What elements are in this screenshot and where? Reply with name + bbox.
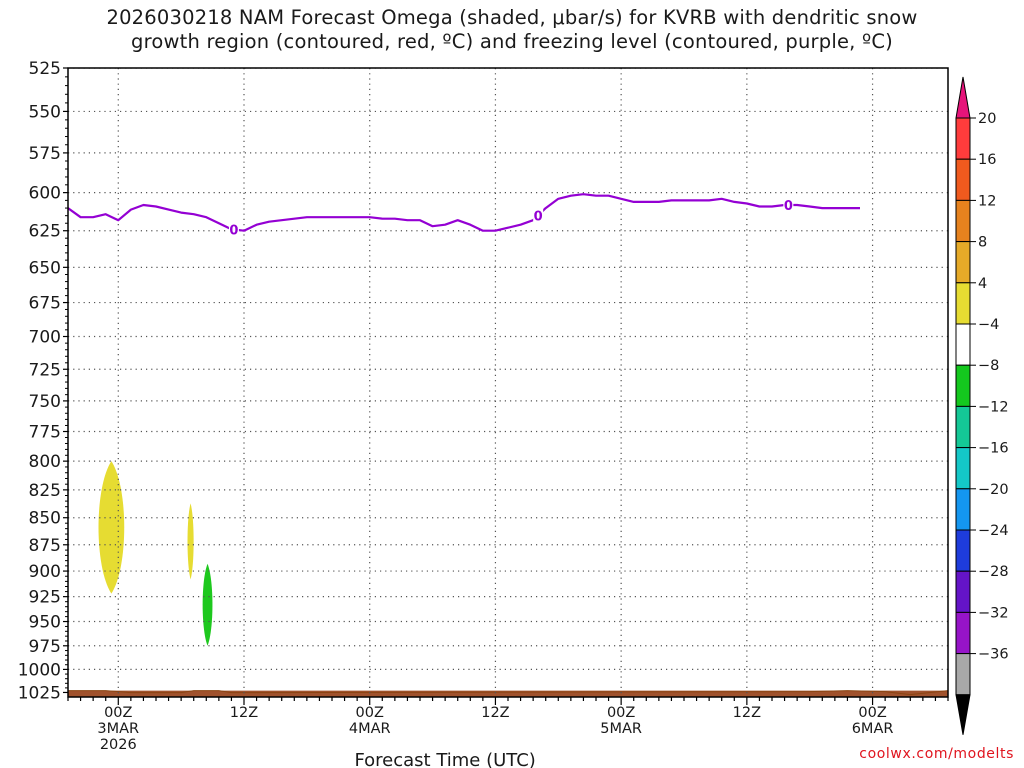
omega-region-0	[98, 461, 125, 594]
y-tick-label-650: 650	[29, 258, 61, 278]
y-tick-label-525: 525	[29, 59, 61, 79]
x-tick-label-0-0: 00Z	[104, 705, 132, 721]
omega-region-1	[187, 503, 194, 580]
colorbar-top-triangle	[955, 76, 971, 119]
y-tick-label-550: 550	[29, 102, 61, 122]
y-tick-label-575: 575	[29, 144, 61, 164]
x-tick-label-20-1: 4MAR	[349, 721, 391, 737]
y-tick-label-700: 700	[29, 328, 61, 348]
y-tick-label-900: 900	[29, 562, 61, 582]
terrain-edge	[68, 690, 948, 696]
chart-title-line-2: growth region (contoured, red, ºC) and f…	[131, 30, 893, 53]
x-tick-label-40-0: 00Z	[607, 705, 635, 721]
y-tick-label-950: 950	[29, 613, 61, 633]
terrain-fill	[68, 690, 948, 697]
y-tick-label-1000: 1000	[18, 660, 61, 680]
colorbar-label-13: −36	[978, 647, 1009, 663]
colorbar-segment-3	[955, 241, 971, 284]
y-tick-label-625: 625	[29, 222, 61, 242]
colorbar-segment-7	[955, 405, 971, 449]
credit-text[interactable]: coolwx.com/modelts	[859, 746, 1014, 762]
freezing-label-bg-2	[783, 197, 794, 212]
colorbar-label-12: −32	[978, 605, 1009, 621]
plot-area: 0 0 0	[68, 68, 948, 697]
y-tick-label-600: 600	[29, 184, 61, 204]
colorbar-label-11: −28	[978, 564, 1009, 580]
y-tick-label-875: 875	[29, 536, 61, 556]
colorbar-label-3: 8	[978, 235, 987, 251]
colorbar-segment-9	[955, 488, 971, 531]
freezing-level-label-2: 0	[784, 199, 793, 214]
plot-frame	[67, 67, 949, 698]
colorbar-segment-11	[955, 570, 971, 613]
colorbar-segment-2	[955, 199, 971, 243]
colorbar-label-1: 16	[978, 152, 996, 168]
colorbar-bottom-triangle	[955, 694, 971, 735]
y-tick-label-975: 975	[29, 637, 61, 657]
colorbar-segment-5	[955, 323, 971, 366]
x-tick-label-50-0: 12Z	[733, 705, 761, 721]
freezing-level-label-0: 0	[229, 224, 238, 239]
omega-region-2	[202, 563, 213, 646]
freezing-label-bg-0	[228, 222, 239, 237]
x-tick-label-0-1: 3MAR	[97, 721, 139, 737]
x-axis-label: Forecast Time (UTC)	[354, 750, 535, 768]
freezing-level-label-1: 0	[534, 209, 543, 224]
colorbar-segment-10	[955, 529, 971, 572]
colorbar-label-4: 4	[978, 276, 987, 292]
y-tick-label-750: 750	[29, 392, 61, 412]
colorbar-label-10: −24	[978, 523, 1009, 539]
colorbar-segment-12	[955, 611, 971, 655]
colorbar-label-7: −12	[978, 399, 1009, 415]
x-tick-label-10-0: 12Z	[230, 705, 258, 721]
colorbar-label-9: −20	[978, 482, 1009, 498]
y-tick-label-825: 825	[29, 481, 61, 501]
colorbar-label-2: 12	[978, 193, 996, 209]
colorbar-segment-6	[955, 364, 971, 407]
colorbar-segment-8	[955, 447, 971, 490]
colorbar-label-6: −8	[978, 358, 999, 374]
freezing-level-line	[68, 193, 860, 232]
colorbar-segment-4	[955, 282, 971, 325]
colorbar-label-5: −4	[978, 317, 999, 333]
y-tick-label-675: 675	[29, 294, 61, 314]
colorbar-label-0: 20	[978, 111, 996, 127]
chart-title-line-1: 2026030218 NAM Forecast Omega (shaded, μ…	[106, 6, 918, 29]
x-tick-label-30-0: 12Z	[481, 705, 509, 721]
colorbar-segment-13	[955, 653, 971, 696]
colorbar-label-8: −16	[978, 441, 1009, 457]
chart-title: 2026030218 NAM Forecast Omega (shaded, μ…	[0, 6, 1024, 54]
freezing-label-bg-1	[533, 208, 544, 223]
x-tick-label-60-0: 00Z	[858, 705, 886, 721]
x-tick-label-60-1: 6MAR	[852, 721, 894, 737]
x-tick-label-20-0: 00Z	[356, 705, 384, 721]
y-tick-label-1025: 1025	[18, 683, 61, 703]
y-tick-label-850: 850	[29, 509, 61, 529]
y-tick-label-800: 800	[29, 452, 61, 472]
x-tick-label-40-1: 5MAR	[600, 721, 642, 737]
y-tick-label-925: 925	[29, 588, 61, 608]
colorbar-segment-1	[955, 158, 971, 201]
y-tick-label-775: 775	[29, 423, 61, 443]
colorbar-segment-0	[955, 117, 971, 160]
x-tick-label-0-2: 2026	[100, 737, 137, 753]
y-tick-label-725: 725	[29, 360, 61, 380]
